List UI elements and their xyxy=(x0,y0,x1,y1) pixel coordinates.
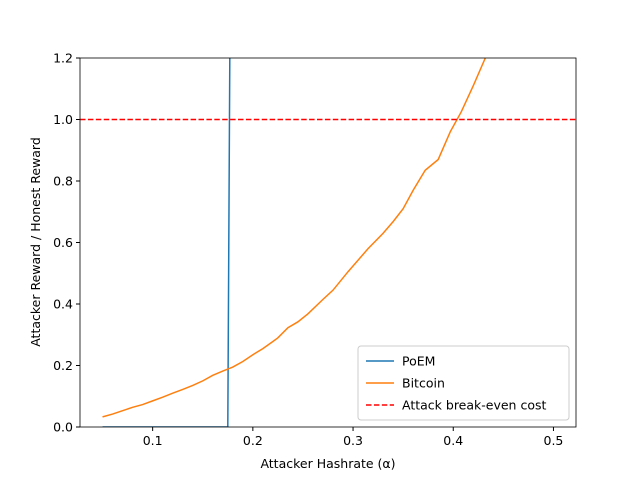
y-tick-label: 1.0 xyxy=(53,112,73,127)
x-tick-label: 0.1 xyxy=(143,433,163,448)
plot-area xyxy=(80,58,576,427)
y-axis-label: Attacker Reward / Honest Reward xyxy=(28,137,43,347)
axes-frame xyxy=(79,57,577,428)
x-tick-label: 0.3 xyxy=(343,433,363,448)
y-tick-label: 0.8 xyxy=(53,174,73,189)
x-tick-label: 0.5 xyxy=(544,433,564,448)
legend-label: Bitcoin xyxy=(402,376,445,391)
x-tick-label: 0.4 xyxy=(443,433,463,448)
line xyxy=(102,58,487,418)
legend-label: Attack break-even cost xyxy=(402,398,546,413)
x-axis-label: Attacker Hashrate (α) xyxy=(260,456,395,471)
y-tick-label: 0.6 xyxy=(53,235,73,250)
y-tick-label: 0.2 xyxy=(53,358,73,373)
legend-box xyxy=(357,345,570,421)
y-tick-label: 0.0 xyxy=(53,420,73,435)
y-tick-label: 0.4 xyxy=(53,297,73,312)
line xyxy=(102,58,231,427)
y-tick-label: 1.2 xyxy=(53,51,73,66)
legend-label: PoEM xyxy=(402,354,435,369)
x-tick-label: 0.2 xyxy=(243,433,263,448)
